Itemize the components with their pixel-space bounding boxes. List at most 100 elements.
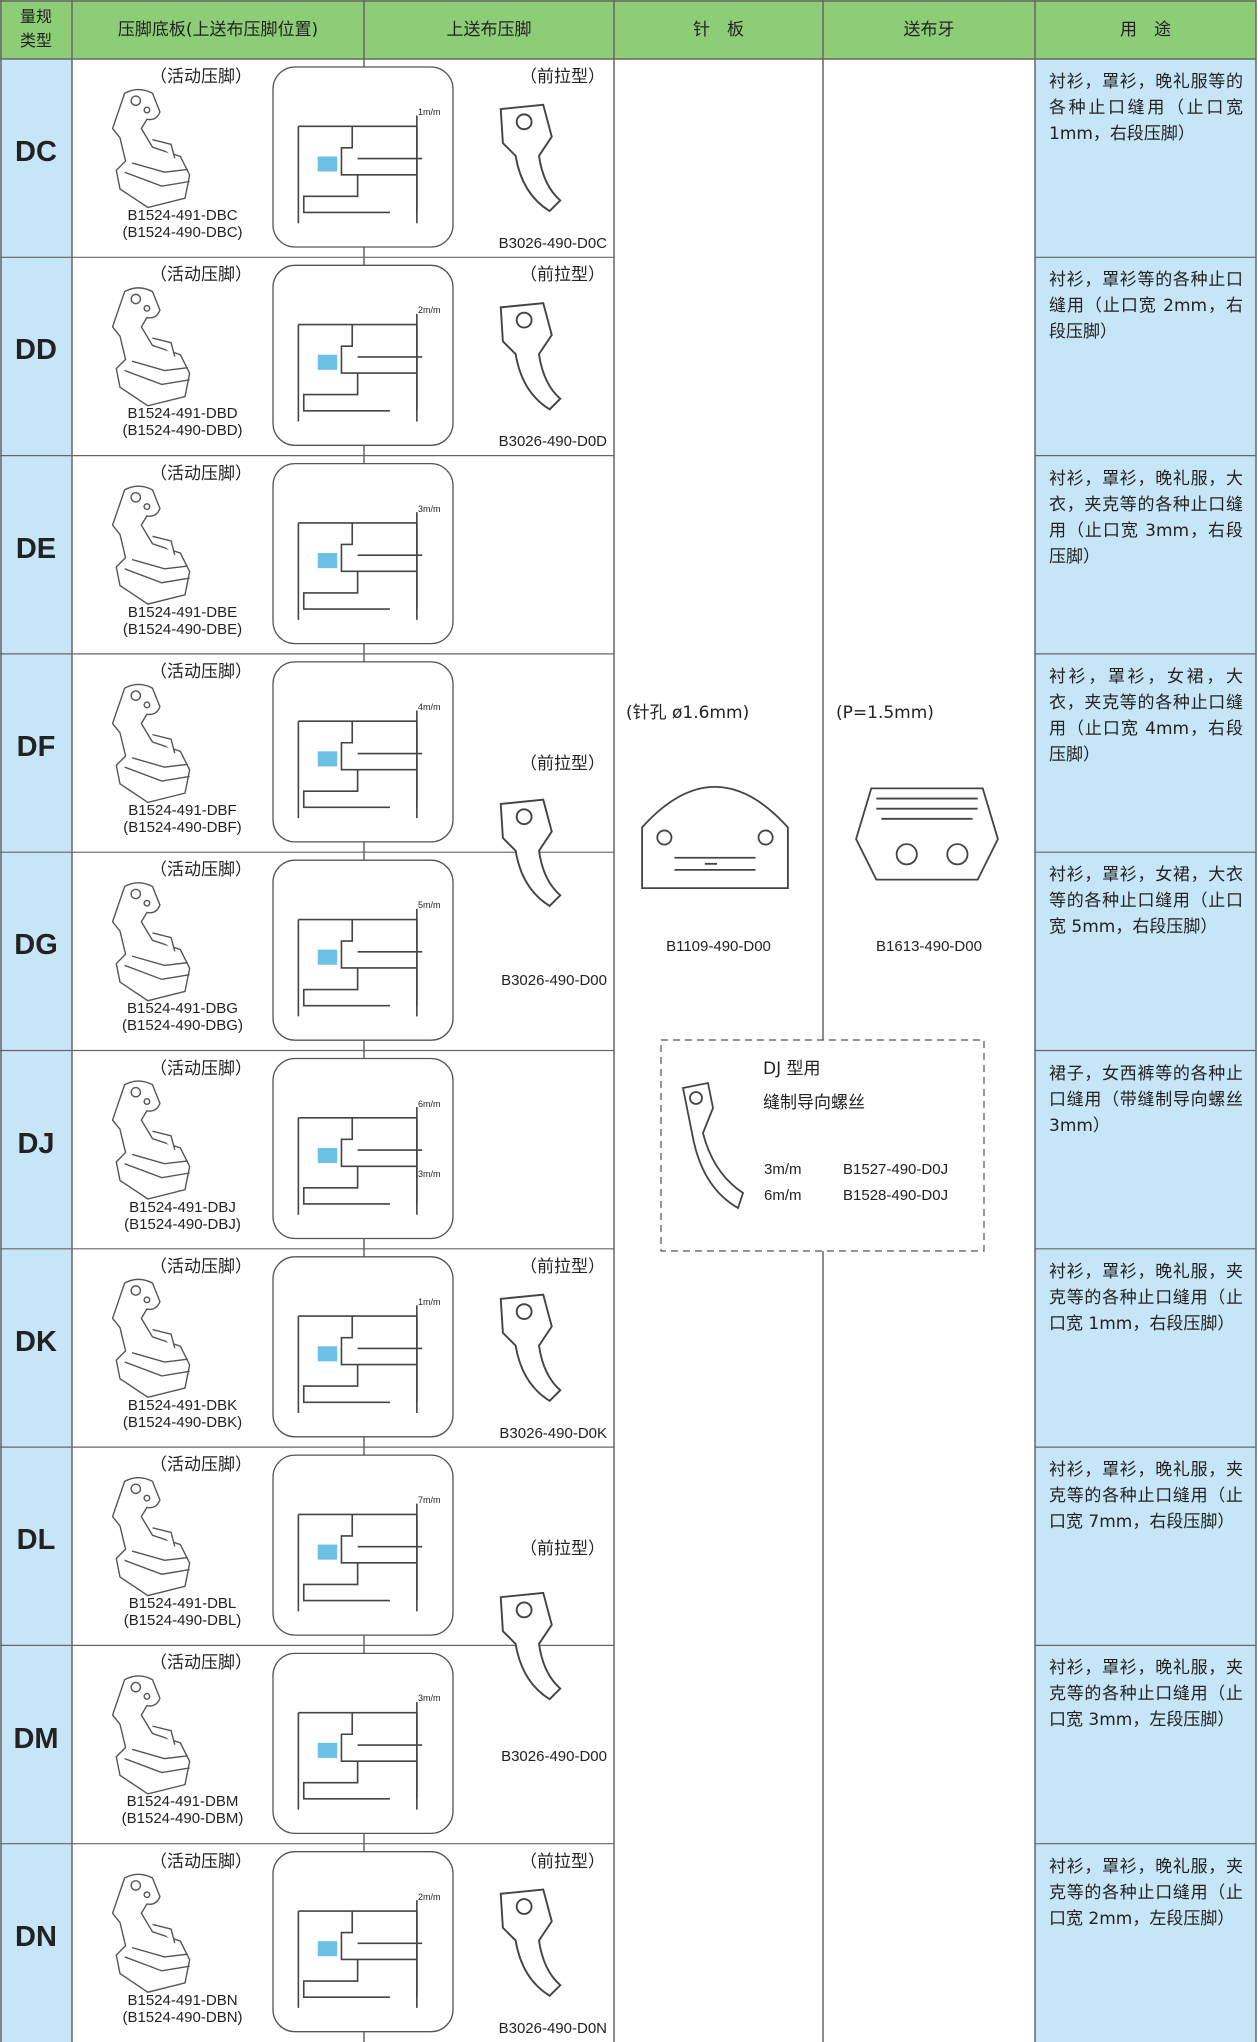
foot-drawing: [111, 1080, 191, 1200]
part-number: B1524-491-DBK: [127, 1396, 238, 1414]
gauge-label: 2m/m: [418, 305, 441, 316]
gauge-label: 5m/m: [418, 900, 441, 911]
feed-note: (P=1.5mm): [836, 703, 934, 723]
foot-note: （活动压脚）: [150, 1256, 252, 1277]
foot-drawing: [111, 485, 191, 605]
part-number: B1528-490-D0J: [843, 1187, 949, 1204]
type-label: DM: [13, 1722, 59, 1755]
header-cell: 压脚底板(上送布压脚位置): [117, 19, 319, 40]
part-number: (B1524-490-DBC): [122, 224, 243, 241]
header-cell: 针 板: [693, 19, 744, 40]
foot-note: （活动压脚）: [150, 860, 252, 881]
part-number: B3026-490-D0D: [498, 433, 607, 451]
foot-drawing: [111, 287, 191, 407]
upper-foot-drawing: [499, 798, 562, 907]
part-number: B1524-491-DBN: [127, 1991, 238, 2009]
part-number: B1524-491-DBM: [126, 1793, 239, 1811]
type-label: DJ: [17, 1127, 55, 1160]
gauge-label: 3m/m: [418, 1168, 441, 1179]
diagram-box: [272, 1851, 454, 2033]
foot-drawing: [111, 88, 191, 209]
gauge-label: 2m/m: [418, 1891, 441, 1902]
type-label: DC: [15, 136, 57, 169]
part-number: B3026-490-D0N: [498, 2019, 607, 2037]
gauge-label: 1m/m: [418, 1296, 441, 1307]
usage-text: 衬衫，罩衫，晚礼服，大衣，夹克等的各种止口缝用（止口宽 3mm，右段压脚）: [1049, 468, 1243, 567]
part-number: B1109-490-D00: [666, 938, 771, 955]
usage-text: 衬衫，罩衫，女裙，大衣，夹克等的各种止口缝用（止口宽 4mm，右段压脚）: [1049, 666, 1243, 765]
type-label: DG: [14, 929, 58, 962]
usage-text: 衬衫，罩衫，晚礼服等的各种止口缝用（止口宽 1mm，右段压脚）: [1049, 72, 1243, 144]
diagram-box: [272, 1652, 454, 1835]
foot-note: （活动压脚）: [150, 463, 252, 484]
part-number: B1613-490-D00: [876, 938, 982, 955]
foot-note: （活动压脚）: [150, 1851, 252, 1872]
type-label: DK: [15, 1325, 57, 1358]
diagram-box: [272, 462, 454, 645]
header-cell: 类型: [19, 31, 52, 50]
part-number: (B1524-490-DBD): [122, 422, 243, 440]
foot-note: （活动压脚）: [150, 1653, 252, 1674]
feed-dog-drawing: [855, 787, 999, 881]
gauge-label: 3m/m: [418, 1693, 441, 1704]
upper-note: （前拉型）: [520, 1256, 605, 1277]
guide-title: DJ 型用: [763, 1059, 821, 1079]
type-label: DF: [16, 731, 56, 764]
foot-drawing: [111, 683, 191, 804]
part-number: B1527-490-D0J: [843, 1161, 949, 1178]
gauge-size: 6m/m: [764, 1187, 802, 1204]
part-number: B1524-491-DBJ: [129, 1198, 236, 1216]
part-number: (B1524-490-DBK): [122, 1413, 243, 1431]
part-number: (B1524-490-DBE): [122, 620, 243, 638]
needle-note: (针孔 ø1.6mm): [626, 703, 750, 723]
foot-drawing: [111, 881, 191, 1002]
type-label: DL: [16, 1524, 56, 1557]
header-bg: [0, 0, 1256, 59]
part-number: B1524-491-DBG: [127, 1000, 238, 1018]
part-number: (B1524-490-DBF): [123, 818, 242, 836]
part-number: B1524-491-DBE: [127, 603, 238, 621]
part-number: (B1524-490-DBN): [122, 2008, 243, 2026]
upper-foot-drawing: [499, 1888, 562, 1997]
diagram-box: [272, 859, 454, 1041]
upper-note: （前拉型）: [520, 265, 605, 286]
part-number: B1524-491-DBL: [128, 1595, 237, 1613]
upper-note: （前拉型）: [520, 67, 605, 87]
foot-drawing: [111, 1873, 191, 1993]
usage-text: 衬衫，罩衫，晚礼服，夹克等的各种止口缝用（止口宽 1mm，右段压脚）: [1049, 1261, 1243, 1334]
upper-foot-drawing: [499, 1591, 562, 1701]
part-number: B3026-490-D0C: [498, 235, 607, 252]
part-number: B1524-491-DBF: [128, 801, 237, 819]
foot-drawing: [111, 1476, 191, 1597]
diagram-box: [272, 1454, 454, 1636]
foot-note: （活动压脚）: [150, 265, 252, 286]
needle-plate-drawing: [641, 785, 789, 890]
diagram-box: [272, 66, 454, 248]
part-number: B1524-491-DBD: [127, 405, 238, 423]
gauge-label: 6m/m: [418, 1098, 441, 1109]
foot-note: （活动压脚）: [150, 67, 252, 87]
header-cell: 送布牙: [903, 19, 955, 40]
part-number: B3026-490-D0K: [499, 1424, 607, 1442]
usage-text: 裙子，女西裤等的各种止口缝用（带缝制导向螺丝 3mm）: [1049, 1063, 1243, 1136]
foot-note: （活动压脚）: [150, 1455, 252, 1476]
usage-text: 衬衫，罩衫，女裙，大衣等的各种止口缝用（止口宽 5mm，右段压脚）: [1049, 865, 1243, 938]
part-number: (B1524-490-DBM): [121, 1810, 244, 1828]
gauge-label: 4m/m: [418, 701, 441, 712]
gauge-size: 3m/m: [764, 1161, 802, 1178]
upper-foot-drawing: [499, 302, 562, 411]
upper-note: （前拉型）: [520, 1539, 605, 1560]
part-number: (B1524-490-DBL): [123, 1612, 242, 1630]
diagram-box: [272, 264, 454, 446]
part-number: (B1524-490-DBG): [122, 1017, 243, 1035]
header-cell: 量规: [19, 7, 52, 26]
part-number: B1524-491-DBC: [127, 207, 238, 224]
type-label: DE: [15, 532, 57, 565]
part-number: (B1524-490-DBJ): [124, 1215, 241, 1233]
upper-foot-drawing: [499, 103, 562, 213]
gauge-label: 3m/m: [418, 503, 441, 514]
diagram-box: [272, 1256, 454, 1438]
gauge-label: 1m/m: [418, 107, 441, 117]
